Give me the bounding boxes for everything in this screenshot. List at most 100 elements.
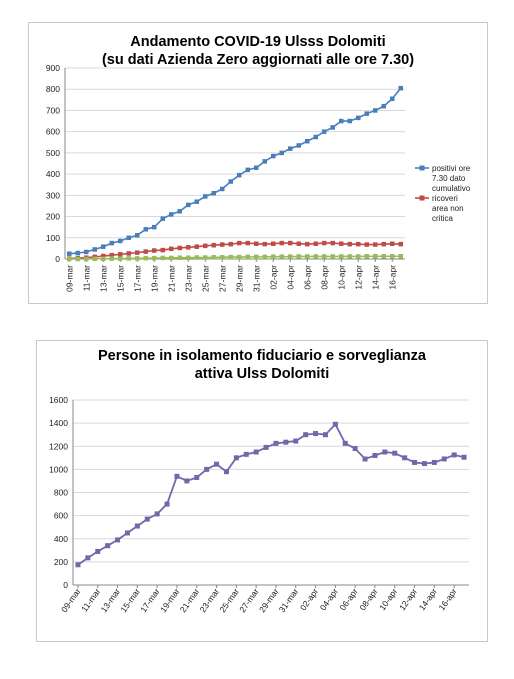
data-point: [330, 240, 335, 246]
data-point: [177, 255, 182, 260]
data-point: [254, 165, 259, 170]
data-point: [322, 254, 327, 259]
data-point: [322, 129, 327, 134]
data-point: [135, 256, 140, 261]
data-point: [441, 456, 447, 462]
data-point: [126, 235, 131, 241]
y-tick-label: 0: [63, 580, 68, 590]
data-point: [402, 455, 408, 461]
x-tick-label: 04-apr: [285, 265, 295, 290]
data-point: [237, 254, 242, 260]
chart-panel-isolamento: Persone in isolamento fiduciario e sorve…: [36, 340, 488, 642]
data-point: [118, 252, 123, 257]
data-point: [134, 523, 140, 529]
data-point: [381, 241, 386, 247]
data-point: [273, 440, 279, 446]
x-tick-label: 16-apr: [387, 265, 397, 290]
data-point: [263, 444, 269, 450]
data-point: [177, 209, 182, 214]
y-tick-label: 600: [46, 127, 60, 137]
data-point: [211, 242, 216, 248]
x-tick-label: 25-mar: [200, 265, 210, 292]
legend-label: cumulativo: [432, 184, 471, 193]
data-point: [421, 461, 427, 467]
data-point: [177, 245, 182, 251]
data-point: [279, 254, 284, 259]
data-point: [313, 241, 318, 246]
data-point: [381, 103, 386, 109]
data-point: [160, 216, 165, 221]
x-tick-label: 13-mar: [99, 586, 123, 614]
chart-title-positivi: Andamento COVID-19 Ulsss Dolomiti (su da…: [29, 33, 487, 69]
x-tick-label: 21-mar: [166, 265, 176, 292]
data-point: [233, 455, 239, 461]
data-point: [262, 241, 267, 247]
data-point: [203, 243, 208, 249]
data-point: [296, 241, 301, 246]
data-point: [392, 450, 398, 456]
data-point: [143, 249, 148, 254]
series-line: [69, 255, 401, 260]
data-point: [262, 159, 267, 164]
x-tick-label: 23-mar: [183, 265, 193, 292]
data-point: [254, 241, 259, 246]
data-point: [194, 474, 200, 480]
data-point: [211, 255, 216, 260]
x-tick-label: 23-mar: [198, 586, 222, 614]
x-tick-label: 31-mar: [251, 265, 261, 292]
data-point: [237, 172, 242, 178]
data-point: [203, 194, 208, 199]
chart-title-isolamento: Persone in isolamento fiduciario e sorve…: [37, 347, 487, 383]
x-tick-label: 19-mar: [158, 586, 182, 614]
data-point: [228, 179, 233, 184]
data-point: [203, 255, 208, 260]
data-point: [364, 253, 369, 259]
data-point: [339, 254, 344, 259]
chart-title-line1: Persone in isolamento fiduciario e sorve…: [98, 348, 426, 364]
x-tick-label: 15-mar: [118, 586, 142, 614]
data-point: [356, 241, 361, 247]
line-chart-positivi: 0 100 200 300 400 500 600 700 800 900 09-mar 11-mar…: [46, 63, 471, 292]
data-point: [253, 449, 259, 455]
data-point: [194, 244, 199, 249]
data-point: [262, 254, 267, 260]
legend-label: critica: [432, 214, 453, 223]
data-point: [92, 256, 97, 262]
data-point: [356, 254, 361, 259]
y-tick-label: 200: [54, 557, 68, 567]
chart-title-line1: Andamento COVID-19 Ulsss Dolomiti: [130, 34, 386, 50]
y-tick-label: 1000: [49, 464, 68, 474]
data-point: [245, 254, 250, 260]
data-point: [382, 449, 388, 455]
line-chart-isolamento: 0200400600800100012001400160009-mar11-ma…: [49, 395, 469, 614]
data-point: [109, 256, 114, 261]
data-point: [67, 256, 72, 262]
data-point: [118, 256, 123, 261]
data-point: [381, 253, 386, 259]
data-point: [237, 240, 242, 246]
x-tick-label: 14-apr: [417, 586, 439, 612]
y-tick-label: 500: [46, 148, 60, 158]
data-point: [313, 134, 318, 140]
x-tick-label: 09-mar: [64, 265, 74, 292]
data-point: [220, 242, 225, 247]
x-tick-label: 12-apr: [353, 265, 363, 290]
data-point: [398, 85, 403, 91]
data-point: [390, 241, 395, 246]
chart-title-line2: (su dati Azienda Zero aggiornati alle or…: [101, 52, 415, 68]
data-point: [451, 452, 457, 458]
data-point: [296, 143, 301, 148]
data-point: [84, 249, 89, 255]
legend-label: positivi ore: [432, 164, 471, 173]
data-point: [362, 456, 368, 462]
y-tick-label: 400: [46, 169, 60, 179]
data-point: [143, 255, 148, 261]
data-point: [390, 253, 395, 259]
data-point: [303, 432, 309, 438]
data-point: [372, 453, 378, 458]
x-tick-label: 11-mar: [81, 265, 91, 291]
data-point: [152, 224, 157, 230]
y-tick-label: 900: [46, 63, 60, 73]
data-point: [279, 150, 284, 156]
data-point: [254, 254, 259, 260]
